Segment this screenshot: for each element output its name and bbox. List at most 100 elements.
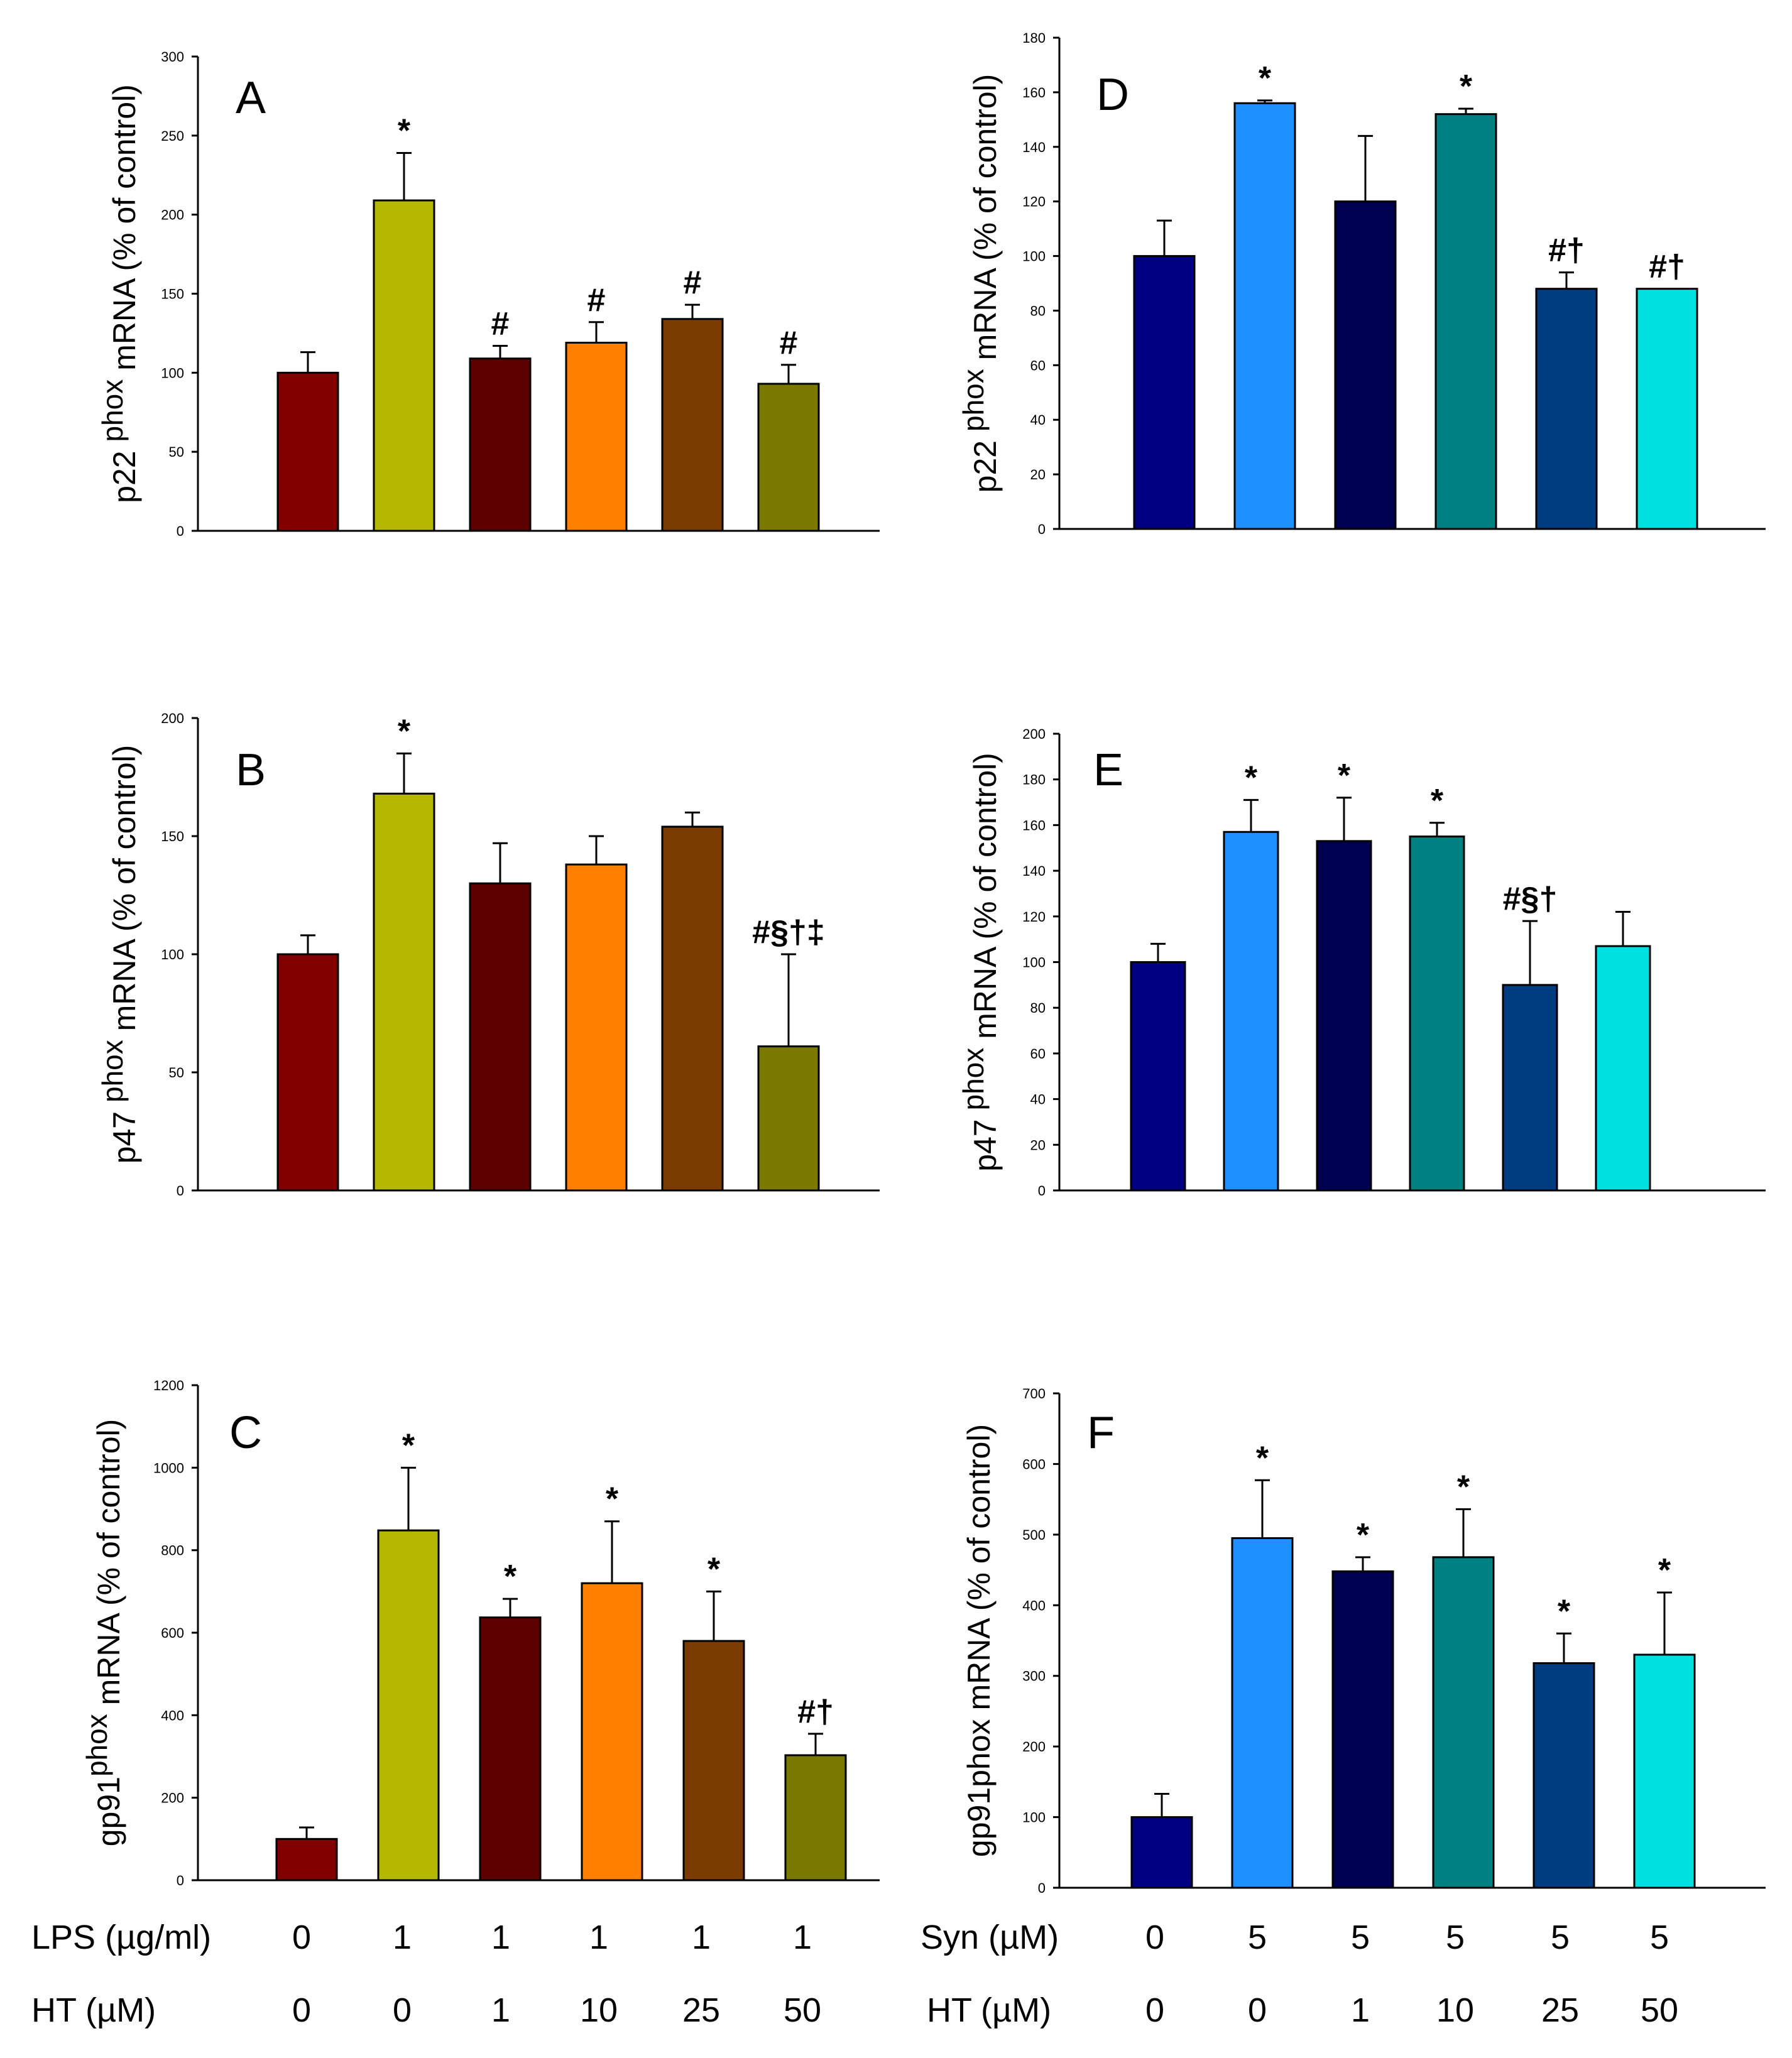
condition-value: 50 xyxy=(784,1991,821,2029)
bar xyxy=(1133,255,1196,530)
left-row2-labels: HT (µM) 0 0 1 10 25 50 xyxy=(31,1991,821,2029)
condition-value: 0 xyxy=(1145,1919,1164,1956)
bar xyxy=(373,199,435,532)
bar xyxy=(1532,1662,1595,1889)
y-tick-label: 0 xyxy=(177,1873,184,1888)
significance-mark: #§†‡ xyxy=(752,914,825,950)
y-tick-label: 300 xyxy=(161,49,184,65)
condition-value: 5 xyxy=(1551,1919,1570,1956)
significance-mark: # xyxy=(684,264,702,301)
significance-mark: #§† xyxy=(1503,881,1558,917)
bar xyxy=(373,792,435,1192)
condition-value: 10 xyxy=(580,1991,618,2029)
y-tick-label: 1200 xyxy=(153,1378,184,1393)
y-tick-label: 600 xyxy=(1022,1456,1046,1472)
bar xyxy=(377,1529,440,1881)
significance-mark: # xyxy=(491,306,510,342)
y-tick-label: 20 xyxy=(1030,467,1046,482)
y-axis-label-part: mRNA (% of control) xyxy=(107,84,142,379)
right-row1-labels: Syn (µM) 0 5 5 5 5 5 xyxy=(921,1919,1669,1956)
y-tick-label: 40 xyxy=(1030,412,1046,428)
y-tick-label: 200 xyxy=(1022,726,1046,742)
y-tick-label: 300 xyxy=(1022,1669,1046,1684)
panel-letter: B xyxy=(236,745,266,795)
condition-value: 1 xyxy=(1351,1991,1370,2029)
condition-value: 25 xyxy=(1541,1991,1579,2029)
panel-d: 0 20 40 60 80 100 120 140 160 180 p22 phox mRNA (%… xyxy=(957,30,1766,537)
condition-value: 5 xyxy=(1650,1919,1669,1956)
y-axis-label-superscript: phox xyxy=(957,369,990,432)
significance-mark: * xyxy=(1457,1469,1470,1505)
panel-f: 0 100 200 300 400 500 600 700 gp91phox mRNA (% o… xyxy=(961,1386,1766,1896)
panel-letter: D xyxy=(1096,70,1129,120)
panel-a: 0 50 100 150 200 250 300 p22 phox mRNA (% of co… xyxy=(96,49,880,539)
condition-value: 50 xyxy=(1641,1991,1678,2029)
right-row2-title: HT (µM) xyxy=(927,1991,1051,2029)
y-tick-label: 50 xyxy=(169,444,184,460)
y-tick-label: 100 xyxy=(1022,1810,1046,1826)
condition-value: 5 xyxy=(1248,1919,1267,1956)
y-tick-label: 0 xyxy=(1038,521,1046,537)
significance-mark: * xyxy=(1256,1440,1269,1476)
condition-value: 0 xyxy=(393,1991,412,2029)
bar xyxy=(1502,984,1558,1192)
condition-value: 5 xyxy=(1351,1919,1370,1956)
left-row1-title: LPS (µg/ml) xyxy=(31,1919,211,1956)
y-tick-label: 200 xyxy=(161,1790,184,1806)
significance-mark: * xyxy=(398,113,411,150)
significance-mark: * xyxy=(1558,1593,1571,1630)
significance-mark: * xyxy=(606,1481,619,1518)
condition-value: 5 xyxy=(1446,1919,1465,1956)
y-tick-label: 60 xyxy=(1030,357,1046,373)
significance-mark: * xyxy=(1658,1552,1671,1589)
y-axis-label: gp91phox mRNA (% of control) xyxy=(80,1419,126,1847)
bar xyxy=(1409,836,1465,1192)
y-axis-label-superscript: phox xyxy=(80,1714,113,1777)
bar xyxy=(479,1616,542,1881)
y-tick-label: 400 xyxy=(161,1707,184,1723)
y-tick-label: 600 xyxy=(161,1625,184,1641)
y-tick-label: 180 xyxy=(1022,30,1046,46)
y-tick-label: 100 xyxy=(161,365,184,381)
y-axis-label-part: gp91 xyxy=(961,1787,997,1857)
y-axis-label: gp91phox mRNA (% of control) xyxy=(961,1424,997,1857)
y-tick-label: 150 xyxy=(161,829,184,844)
y-tick-label: 160 xyxy=(1022,85,1046,101)
y-axis-label-part: p22 xyxy=(107,442,142,503)
y-axis-label: p47 phox mRNA (% of control) xyxy=(96,745,142,1164)
y-axis-label: p47 phox mRNA (% of control) xyxy=(957,753,1003,1172)
significance-mark: * xyxy=(1431,783,1444,819)
condition-value: 0 xyxy=(1145,1991,1164,2029)
bar xyxy=(1595,945,1651,1192)
condition-value: 0 xyxy=(1248,1991,1267,2029)
bar xyxy=(275,1838,338,1881)
bar xyxy=(784,1754,847,1881)
bar xyxy=(565,863,628,1192)
bar xyxy=(276,371,339,532)
right-row2-labels: HT (µM) 0 0 1 10 25 50 xyxy=(927,1991,1678,2029)
significance-mark: #† xyxy=(797,1694,834,1730)
y-tick-label: 100 xyxy=(1022,249,1046,264)
y-tick-label: 0 xyxy=(1038,1183,1046,1199)
bar xyxy=(469,357,532,532)
bar xyxy=(1130,961,1186,1192)
y-axis-label-part: phox mRNA (% of control) xyxy=(961,1424,997,1787)
y-axis-label-part: p47 xyxy=(107,1102,142,1163)
y-axis-label-superscript: phox xyxy=(957,1048,990,1111)
y-tick-label: 180 xyxy=(1022,772,1046,788)
y-axis-label-part: mRNA (% of control) xyxy=(968,753,1003,1048)
significance-mark: * xyxy=(1357,1517,1370,1554)
significance-mark: * xyxy=(1259,60,1272,97)
left-row2-title: HT (µM) xyxy=(31,1991,156,2029)
bar xyxy=(1223,830,1279,1192)
condition-value: 1 xyxy=(491,1919,510,1956)
y-tick-label: 200 xyxy=(161,710,184,726)
bar xyxy=(276,953,339,1192)
y-tick-label: 250 xyxy=(161,128,184,144)
significance-mark: #† xyxy=(1548,232,1585,269)
y-tick-label: 500 xyxy=(1022,1527,1046,1543)
panel-c: 0 200 400 600 800 1000 1200 gp91phox mRNA (% of… xyxy=(80,1378,880,1888)
bar xyxy=(581,1582,643,1881)
bar xyxy=(1434,113,1497,530)
